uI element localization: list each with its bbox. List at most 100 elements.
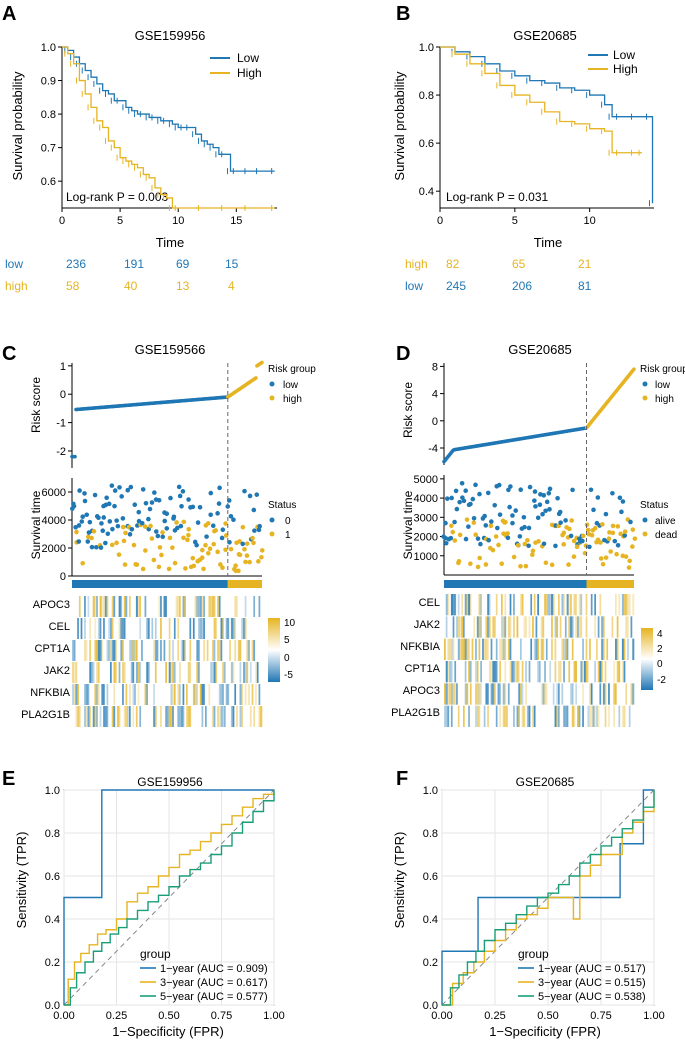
c-surv-point-150: [219, 535, 225, 541]
c-surv-point-179: [250, 535, 255, 541]
c-heat-cell-4-97: [239, 684, 242, 705]
d-heat-cell-5-13: [466, 705, 469, 727]
c-heat-cell-1-49: [156, 618, 159, 639]
c-surv-point-116: [186, 532, 191, 538]
d-heat-cell-4-23: [483, 683, 486, 705]
d-heat-cell-4-9: [459, 683, 462, 705]
c-surv-point-127: [197, 504, 203, 510]
d-surv-point-105: [547, 507, 552, 512]
d-surv-point-57: [499, 561, 505, 567]
d-heat-cell-1-32: [499, 616, 502, 638]
c-heat-cell-2-72: [196, 640, 199, 661]
risk-b-row0-label: high: [405, 257, 428, 271]
d-heat-cell-4-2: [447, 683, 450, 705]
c-heat-cell-1-60: [175, 618, 178, 639]
d-status-legend-alive: alive: [655, 516, 676, 527]
d-heat-cell-2-95: [608, 638, 611, 660]
c-heat-cell-0-65: [184, 596, 187, 617]
d-heat-cell-1-7: [456, 616, 459, 638]
c-heat-cell-3-66: [186, 662, 189, 683]
c-risk-legend-low-dot: [269, 381, 275, 387]
c-heat-cell-4-53: [163, 684, 166, 705]
d-heat-cell-2-102: [620, 638, 623, 660]
d-heat-cell-5-103: [621, 705, 624, 727]
d-heat-cell-1-60: [547, 616, 550, 638]
d-surv-point-77: [518, 487, 524, 493]
d-surv-point-82: [523, 563, 529, 569]
c-heat-cell-2-49: [156, 640, 159, 661]
d-heat-cell-4-17: [473, 683, 476, 705]
a-ytick-label-3: 0.9: [41, 76, 56, 88]
c-heat-cell-4-103: [249, 684, 252, 705]
d-heat-cell-1-35: [504, 616, 507, 638]
c-heat-cell-0-101: [246, 596, 249, 617]
c-surv-point-165: [236, 568, 241, 574]
d-heat-cell-0-76: [575, 594, 578, 616]
d-heat-cell-0-66: [558, 594, 561, 616]
d-surv-point-110: [553, 543, 558, 549]
d-surv-point-125: [567, 526, 572, 532]
d-heat-cell-1-48: [526, 616, 529, 638]
c-heat-cell-3-31: [125, 662, 128, 683]
risk-a-row1-label: high: [5, 279, 28, 293]
d-heat-cell-5-12: [464, 705, 467, 727]
d-heat-cell-5-105: [625, 705, 628, 727]
c-heat-cell-0-105: [253, 596, 256, 617]
d-surv-point-99: [541, 541, 547, 547]
c-heat-cell-5-83: [215, 706, 218, 727]
d-heat-cell-0-45: [521, 594, 524, 616]
c-surv-point-135: [205, 521, 211, 526]
risk-b-row1-v0: 245: [446, 279, 466, 293]
d-gene-4: APOC3: [403, 685, 440, 697]
d-heat-cell-2-16: [471, 638, 474, 660]
c-heat-cell-3-97: [239, 662, 242, 683]
d-gene-3: CPT1A: [405, 663, 441, 675]
c-surv-point-131: [201, 566, 206, 572]
d-surv-point-84: [526, 543, 531, 549]
legend-b: Low High: [588, 48, 638, 76]
c-heat-cell-4-37: [135, 684, 138, 705]
c-heat-cell-4-31: [125, 684, 128, 705]
c-heat-cell-3-32: [127, 662, 130, 683]
c-heat-cell-1-71: [194, 618, 197, 639]
d-surv-point-67: [508, 484, 513, 489]
d-heat-cell-0-71: [566, 594, 569, 616]
c-heat-cell-5-35: [132, 706, 135, 727]
d-heat-cell-1-81: [583, 616, 586, 638]
d-heat-cell-5-54: [537, 705, 540, 727]
d-heat-cell-3-57: [542, 661, 545, 683]
d-surv-point-141: [583, 543, 589, 549]
c-heat-cell-1-8: [85, 618, 88, 639]
c-heat-cell-1-103: [249, 618, 252, 639]
c-heat-cell-5-82: [213, 706, 216, 727]
d-surv-point-180: [622, 533, 628, 538]
d-heat-cell-3-70: [564, 661, 567, 683]
d-heat-cell-3-42: [516, 661, 519, 683]
d-heat-cell-1-58: [544, 616, 547, 638]
f-roc-series-2: [442, 790, 655, 1006]
c-heat-cell-0-85: [218, 596, 221, 617]
c-heat-cell-5-32: [127, 706, 130, 727]
c-heat-cell-1-57: [170, 618, 173, 639]
d-heat-cell-2-75: [573, 638, 576, 660]
d-heat-cell-0-77: [577, 594, 580, 616]
c-heat-cell-2-25: [115, 640, 118, 661]
d-heat-cell-2-38: [509, 638, 512, 660]
c-heat-cell-5-53: [163, 706, 166, 727]
d-heat-cell-2-2: [447, 638, 450, 660]
c-heat-cell-0-52: [161, 596, 164, 617]
e-xtick-label-1: 0.25: [106, 1010, 127, 1022]
c-heat-cell-3-34: [130, 662, 133, 683]
d-surv-point-9: [450, 529, 456, 535]
d-heat-cell-1-66: [558, 616, 561, 638]
d-heat-cell-4-69: [563, 683, 566, 705]
d-heat-cell-4-57: [542, 683, 545, 705]
d-heat-cell-5-93: [604, 705, 607, 727]
d-heat-cell-5-27: [490, 705, 493, 727]
c-surv-point-59: [128, 484, 134, 490]
c-heat-cell-0-94: [234, 596, 237, 617]
d-heat-cell-1-22: [482, 616, 485, 638]
d-heat-cell-4-84: [589, 683, 592, 705]
d-surv-point-24: [466, 524, 471, 529]
